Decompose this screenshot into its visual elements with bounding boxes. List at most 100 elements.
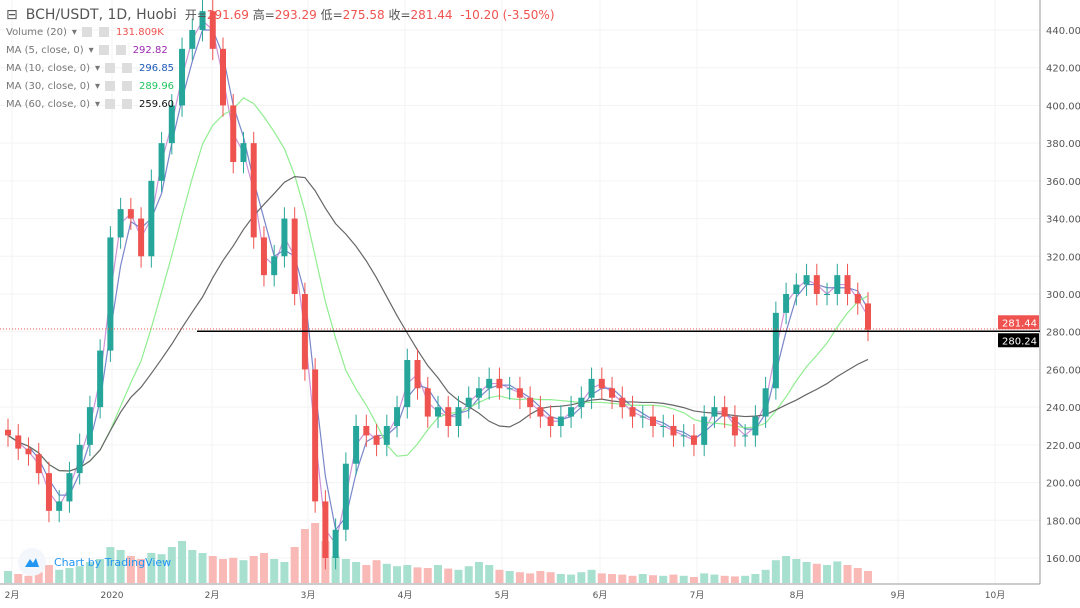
high-value: 293.29 bbox=[274, 8, 317, 22]
volume-bar bbox=[474, 562, 483, 583]
y-tick-label: 220.00 bbox=[1046, 441, 1080, 452]
settings-icon[interactable] bbox=[105, 81, 116, 91]
volume-bar bbox=[679, 575, 688, 583]
indicator-value: 289.96 bbox=[139, 80, 175, 92]
last-price-label: 281.44 bbox=[1002, 318, 1037, 329]
candle-body bbox=[568, 407, 575, 417]
close-value: 281.44 bbox=[410, 8, 453, 22]
chevron-down-icon[interactable]: ▾ bbox=[71, 26, 77, 38]
y-tick-label: 380.00 bbox=[1046, 139, 1080, 150]
settings-icon[interactable] bbox=[105, 99, 116, 109]
chevron-down-icon[interactable]: ▾ bbox=[95, 98, 101, 110]
symbol-label[interactable]: BCH/USDT, 1D, Huobi bbox=[25, 6, 177, 23]
volume-bar bbox=[823, 565, 832, 583]
volume-bar bbox=[464, 566, 473, 583]
volume-bar bbox=[751, 574, 760, 583]
volume-bar bbox=[720, 575, 729, 583]
volume-bar bbox=[628, 575, 637, 583]
candle-body bbox=[865, 303, 871, 330]
volume-bar bbox=[700, 573, 709, 583]
candle-body bbox=[486, 378, 493, 389]
candle-body bbox=[312, 369, 319, 502]
indicator-label: MA (10, close, 0) bbox=[6, 62, 91, 74]
candle-body bbox=[322, 501, 329, 558]
high-label: 高= bbox=[252, 8, 275, 22]
indicator-row[interactable]: MA (5, close, 0) ▾ 292.82 bbox=[6, 41, 555, 59]
settings-icon[interactable] bbox=[81, 27, 92, 37]
close-icon[interactable] bbox=[122, 81, 133, 91]
y-tick-label: 160.00 bbox=[1046, 554, 1080, 565]
settings-icon[interactable] bbox=[98, 45, 109, 55]
chevron-down-icon[interactable]: ▾ bbox=[95, 62, 101, 74]
close-icon[interactable] bbox=[98, 27, 109, 37]
close-icon[interactable] bbox=[115, 45, 126, 55]
volume-bar bbox=[812, 563, 821, 583]
volume-bar bbox=[116, 550, 125, 583]
candle-body bbox=[496, 378, 503, 389]
volume-bar bbox=[178, 541, 187, 583]
candle-body bbox=[342, 463, 349, 530]
last-price-tag bbox=[998, 315, 1039, 330]
indicator-row[interactable]: Volume (20) ▾ 131.809K bbox=[6, 23, 555, 41]
candle-body bbox=[557, 416, 564, 426]
volume-bar bbox=[147, 553, 156, 583]
indicator-row[interactable]: MA (60, close, 0) ▾ 259.60 bbox=[6, 95, 555, 113]
indicator-row[interactable]: MA (30, close, 0) ▾ 289.96 bbox=[6, 77, 555, 95]
volume-bar bbox=[802, 562, 811, 583]
candle-body bbox=[588, 378, 595, 398]
candle-body bbox=[353, 426, 360, 464]
volume-bar bbox=[372, 560, 381, 583]
candle-body bbox=[107, 237, 114, 351]
y-tick-label: 320.00 bbox=[1046, 252, 1080, 263]
candle-body bbox=[629, 407, 636, 417]
collapse-icon[interactable]: ⊟ bbox=[6, 6, 18, 23]
candle-body bbox=[189, 30, 196, 49]
chevron-down-icon[interactable]: ▾ bbox=[88, 44, 94, 56]
volume-bar bbox=[44, 565, 53, 583]
candle-body bbox=[117, 209, 124, 238]
close-icon[interactable] bbox=[122, 63, 133, 73]
low-value: 275.58 bbox=[342, 8, 385, 22]
indicator-value: 296.85 bbox=[139, 62, 175, 74]
indicator-value: 292.82 bbox=[132, 44, 168, 56]
volume-bar bbox=[526, 573, 535, 583]
volume-bar bbox=[300, 529, 309, 583]
candle-body bbox=[527, 397, 534, 408]
close-icon[interactable] bbox=[122, 99, 133, 109]
volume-bar bbox=[853, 568, 862, 583]
candle-body bbox=[45, 473, 52, 511]
volume-bar bbox=[659, 575, 668, 583]
x-tick-label: 8月 bbox=[790, 590, 805, 601]
volume-bar bbox=[864, 571, 872, 583]
indicator-row[interactable]: MA (10, close, 0) ▾ 296.85 bbox=[6, 59, 555, 77]
volume-bar bbox=[137, 559, 146, 583]
volume-bar bbox=[34, 572, 43, 583]
candle-body bbox=[25, 448, 32, 455]
volume-bar bbox=[403, 565, 412, 583]
volume-bar bbox=[597, 573, 606, 583]
volume-bar bbox=[495, 569, 504, 583]
tradingview-branding[interactable]: Chart by TradingView bbox=[18, 548, 171, 576]
volume-bar bbox=[75, 566, 84, 583]
volume-bar bbox=[24, 575, 33, 583]
candle-body bbox=[271, 256, 278, 276]
candle-body bbox=[690, 435, 697, 445]
y-tick-label: 340.00 bbox=[1046, 215, 1080, 226]
candle-body bbox=[854, 294, 861, 304]
y-tick-label: 420.00 bbox=[1046, 64, 1080, 75]
chevron-down-icon[interactable]: ▾ bbox=[95, 80, 101, 92]
volume-bar bbox=[352, 562, 361, 583]
candle-body bbox=[516, 388, 523, 398]
candle-body bbox=[742, 435, 749, 437]
x-tick-label: 2月 bbox=[5, 590, 20, 601]
volume-bar bbox=[198, 553, 207, 583]
volume-bar bbox=[239, 560, 248, 583]
indicator-value: 259.60 bbox=[139, 98, 175, 110]
volume-bar bbox=[65, 568, 74, 583]
low-label: 低= bbox=[320, 8, 343, 22]
candle-body bbox=[824, 294, 831, 295]
candle-body bbox=[445, 407, 452, 426]
settings-icon[interactable] bbox=[105, 63, 116, 73]
candle-body bbox=[240, 143, 247, 162]
